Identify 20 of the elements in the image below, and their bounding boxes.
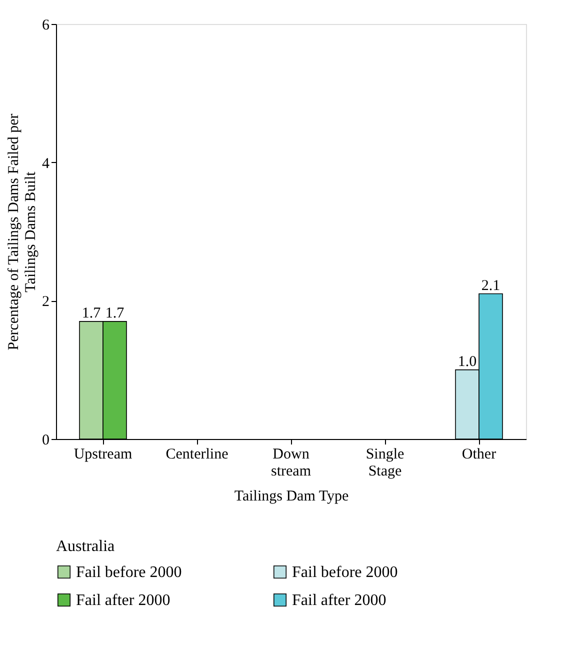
legend-title: Australia [56,538,115,555]
legend-label: Fail before 2000 [76,564,182,581]
data-label: 1.7 [105,305,125,322]
x-tick-label: Single Stage [366,446,405,480]
x-tick-label: Other [462,446,496,462]
y-tick-label: 0 [42,432,50,448]
legend-label: Fail before 2000 [292,564,398,581]
y-axis-title: Percentage of Tailings Dams Failed per Tailings Dams Built [6,114,39,350]
y-tick-label: 2 [42,294,50,310]
x-axis-title: Tailings Dam Type [234,488,349,504]
y-tick-label: 4 [42,156,50,172]
x-tick-label: Down stream [271,446,312,480]
x-tick-label: Upstream [74,446,132,462]
data-label: 2.1 [481,278,500,294]
x-tick-label: Centerline [166,446,229,462]
legend-label: Fail after 2000 [292,592,386,609]
data-label: 1.7 [82,305,102,322]
legend-label: Fail after 2000 [76,592,170,609]
y-tick-label: 6 [42,18,50,34]
data-label: 1.0 [458,354,477,370]
